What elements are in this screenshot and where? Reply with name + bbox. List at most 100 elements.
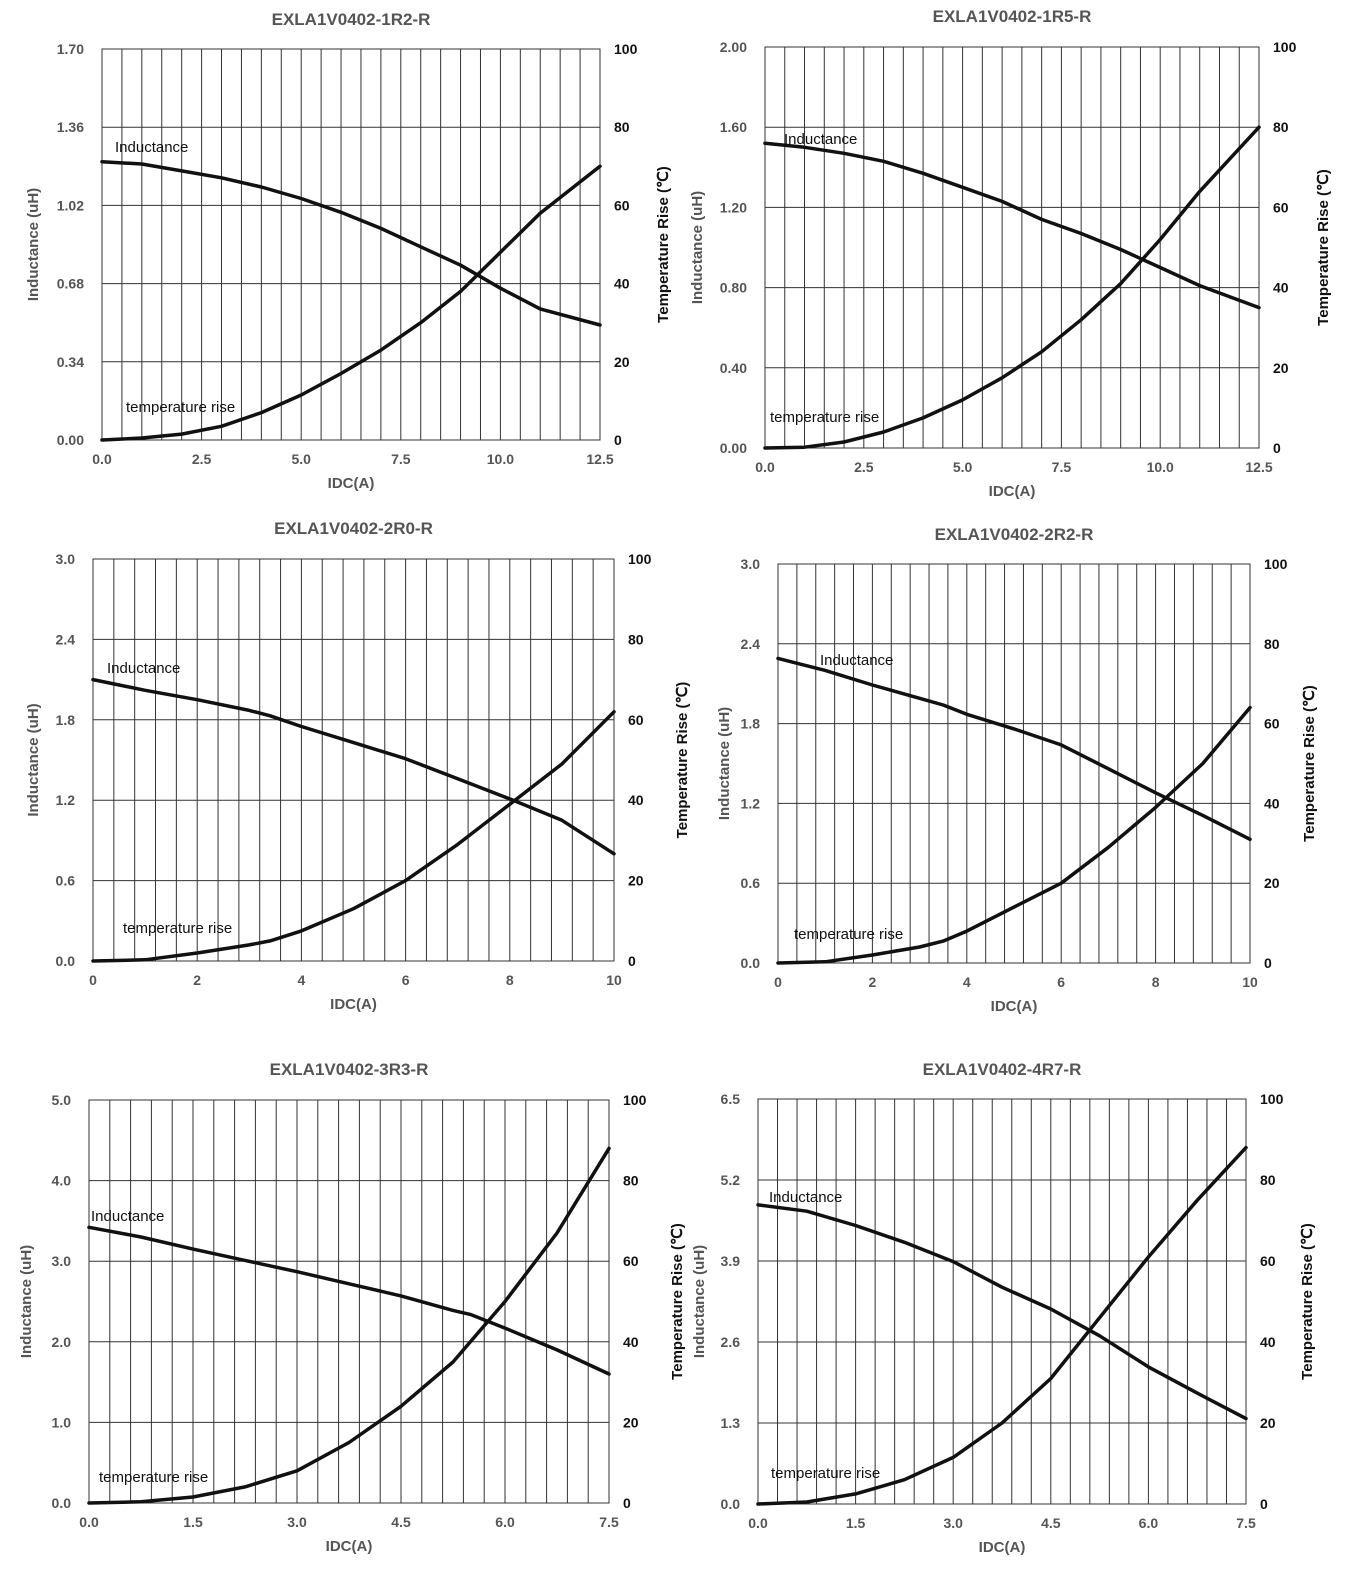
y-tick-label: 0.0 xyxy=(52,1495,72,1511)
x-tick-label: 7.5 xyxy=(1052,459,1072,475)
x-tick-label: 6 xyxy=(1057,974,1065,990)
x-tick-label: 6.0 xyxy=(1139,1515,1159,1531)
temperature-rise-line xyxy=(756,1145,1248,1506)
y2-tick-label: 20 xyxy=(1260,1415,1276,1431)
x-tick-label: 3.0 xyxy=(943,1515,963,1531)
y2-axis-label: Temperature Rise (℃) xyxy=(669,1223,686,1380)
plot-frame xyxy=(764,46,1260,449)
y2-tick-label: 100 xyxy=(1260,1091,1284,1107)
x-tick-label: 7.5 xyxy=(599,1514,619,1530)
x-tick-label: 4 xyxy=(298,972,306,988)
x-axis-label: IDC(A) xyxy=(991,998,1038,1015)
x-tick-label: 12.5 xyxy=(586,451,613,467)
x-tick-label: 5.0 xyxy=(291,451,311,467)
x-tick-label: 10 xyxy=(606,972,622,988)
x-tick-label: 4.5 xyxy=(391,1514,411,1530)
y2-tick-label: 80 xyxy=(628,631,644,647)
plot-frame xyxy=(757,1098,1247,1505)
y-tick-label: 3.0 xyxy=(52,1253,72,1269)
x-tick-label: 0.0 xyxy=(79,1514,99,1530)
x-tick-label: 0.0 xyxy=(748,1515,768,1531)
temperature-rise-line xyxy=(91,710,616,963)
y-axis-label: Inductance (uH) xyxy=(689,191,706,304)
chart-panel-3: 0.0 0.6 1.2 1.8 2.4 3.0 0 20 40 60 80 100 0 2 4 6 8 10 EXL… xyxy=(25,519,691,1013)
y2-tick-label: 100 xyxy=(1264,556,1288,572)
x-tick-label: 6.0 xyxy=(495,1514,515,1530)
y-axis-label: Inductance (uH) xyxy=(18,1245,35,1358)
y2-tick-label: 40 xyxy=(1260,1334,1276,1350)
chart-panel-2: 0.00 0.40 0.80 1.20 1.60 2.00 0 20 40 60 80 100 0.0 2… xyxy=(689,7,1332,500)
y2-tick-label: 40 xyxy=(623,1334,639,1350)
y-axis-label: Inductance (uH) xyxy=(25,703,42,816)
y-tick-label: 1.2 xyxy=(741,795,761,811)
x-tick-label: 4.5 xyxy=(1041,1515,1061,1531)
y2-tick-label: 100 xyxy=(628,551,652,567)
x-tick-label: 10.0 xyxy=(1147,459,1174,475)
y-tick-label: 0.6 xyxy=(56,873,76,889)
x-tick-label: 2.5 xyxy=(854,459,874,475)
y2-tick-label: 20 xyxy=(1273,360,1289,376)
inductance-line xyxy=(87,1225,611,1376)
inductance-annotation: Inductance xyxy=(107,660,180,677)
x-tick-label: 2 xyxy=(193,972,201,988)
y-tick-label: 1.70 xyxy=(57,41,84,57)
y2-tick-label: 80 xyxy=(1273,119,1289,135)
temperature-rise-line xyxy=(100,164,602,442)
y-tick-label: 2.00 xyxy=(720,39,747,55)
y-tick-label: 0.34 xyxy=(57,354,84,370)
y-tick-label: 3.0 xyxy=(56,551,76,567)
y-tick-label: 1.8 xyxy=(741,716,761,732)
x-axis-label: IDC(A) xyxy=(328,475,375,492)
inductance-annotation: Inductance xyxy=(784,131,857,148)
y2-tick-label: 60 xyxy=(623,1253,639,1269)
y2-tick-label: 60 xyxy=(1273,199,1289,215)
y-tick-label: 1.2 xyxy=(56,792,76,808)
y-tick-label: 1.60 xyxy=(720,119,747,135)
x-tick-label: 0 xyxy=(89,972,97,988)
x-tick-label: 2.5 xyxy=(192,451,212,467)
chart-title: EXLA1V0402-2R2-R xyxy=(935,525,1094,544)
x-axis-label: IDC(A) xyxy=(989,483,1036,500)
y2-tick-label: 40 xyxy=(1264,795,1280,811)
y2-axis-label: Temperature Rise (℃) xyxy=(1315,169,1332,326)
y2-axis-label: Temperature Rise (℃) xyxy=(674,682,691,839)
inductance-line xyxy=(100,159,602,327)
y-tick-label: 2.4 xyxy=(741,636,761,652)
inductance-line xyxy=(763,141,1261,310)
x-tick-label: 8 xyxy=(1152,974,1160,990)
y2-tick-label: 80 xyxy=(1264,636,1280,652)
y2-tick-label: 100 xyxy=(614,41,638,57)
y2-tick-label: 40 xyxy=(628,792,644,808)
y-tick-label: 0.68 xyxy=(57,276,84,292)
y-axis-label: Inductance (uH) xyxy=(25,188,42,301)
y2-tick-label: 60 xyxy=(1264,716,1280,732)
temperature-annotation: temperature rise xyxy=(794,926,903,943)
y2-tick-label: 100 xyxy=(623,1092,647,1108)
y2-tick-label: 0 xyxy=(1260,1496,1268,1512)
y-tick-label: 0.0 xyxy=(56,953,76,969)
temperature-rise-line xyxy=(87,1146,611,1505)
x-tick-label: 7.5 xyxy=(1236,1515,1256,1531)
temperature-rise-line xyxy=(763,125,1261,450)
y2-axis-label: Temperature Rise (℃) xyxy=(655,166,672,323)
chart-panel-4: 0.0 0.6 1.2 1.8 2.4 3.0 0 20 40 60 80 100 0 2 4 6 8 10 EXL… xyxy=(716,525,1318,1015)
x-axis-label: IDC(A) xyxy=(326,1538,373,1555)
y-tick-label: 0.80 xyxy=(720,280,747,296)
y-tick-label: 1.36 xyxy=(57,119,84,135)
y2-tick-label: 20 xyxy=(628,873,644,889)
y-tick-label: 0.00 xyxy=(57,432,84,448)
x-tick-label: 6 xyxy=(402,972,410,988)
y-tick-label: 2.0 xyxy=(52,1334,72,1350)
y-tick-label: 0.0 xyxy=(721,1496,741,1512)
x-tick-label: 8 xyxy=(506,972,514,988)
y2-axis-label: Temperature Rise (℃) xyxy=(1301,685,1318,842)
inductance-annotation: Inductance xyxy=(115,139,188,156)
x-tick-label: 0.0 xyxy=(755,459,775,475)
y-tick-label: 1.0 xyxy=(52,1414,72,1430)
chart-panel-1: 0.00 0.34 0.68 1.02 1.36 1.70 0 20 40 60 80 100 0.0 2… xyxy=(25,10,672,492)
chart-panel-6: 0.0 1.3 2.6 3.9 5.2 6.5 0 20 40 60 80 100 0.0 1.5 3.0 4… xyxy=(691,1060,1316,1556)
x-tick-label: 0 xyxy=(774,974,782,990)
y-tick-label: 3.9 xyxy=(721,1253,741,1269)
temperature-annotation: temperature rise xyxy=(770,409,879,426)
